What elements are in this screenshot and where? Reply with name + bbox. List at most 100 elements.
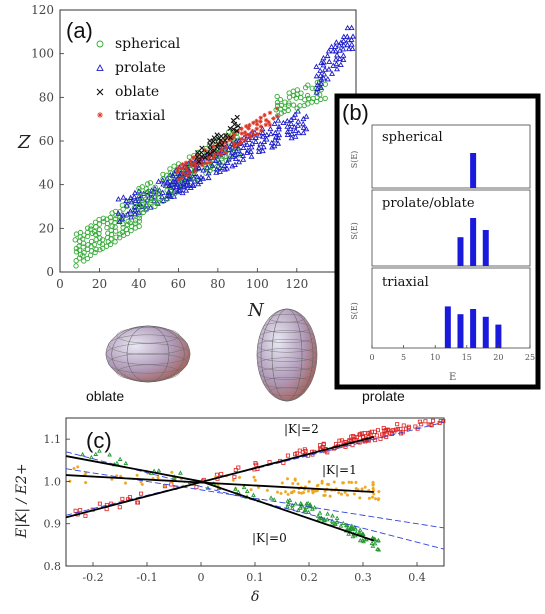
panel-a-point-triaxial — [203, 161, 209, 166]
panel-a-point-prolate — [313, 72, 320, 79]
panel-a-point-prolate — [268, 139, 275, 146]
panel-a-point-prolate — [263, 136, 270, 142]
panel-c-point — [334, 515, 340, 520]
panel-a-point-prolate — [261, 138, 268, 145]
panel-a-point-prolate — [340, 33, 347, 39]
panel-a-point-triaxial — [263, 117, 269, 123]
panel-a-point-prolate — [272, 129, 279, 135]
panel-c-point — [293, 501, 299, 506]
panel-c-point — [351, 437, 356, 442]
panel-c-point — [97, 501, 102, 506]
panel-a-point-prolate — [221, 166, 228, 172]
oblate-parallel — [105, 343, 191, 365]
panel-c-point — [354, 486, 358, 491]
panel-a-point-spherical — [171, 163, 177, 169]
panel-a-point-spherical — [107, 214, 114, 221]
panel-a-point-spherical — [109, 223, 115, 229]
panel-a-point-spherical — [274, 93, 280, 100]
panel-a-xtick-label: 120 — [285, 277, 308, 291]
panel-a-point-prolate — [288, 120, 295, 126]
panel-a-point-spherical — [191, 169, 198, 175]
panel-a-point-prolate — [135, 209, 142, 215]
panel-a-point-prolate — [212, 157, 219, 163]
panel-c-point — [348, 524, 354, 530]
panel-a-point-prolate — [317, 72, 324, 78]
panel-a-point-triaxial — [238, 140, 244, 145]
panel-c-point — [347, 526, 353, 532]
panel-a-point-spherical — [231, 131, 237, 137]
panel-c-frame — [65, 417, 445, 567]
oblate-parallel — [108, 334, 188, 355]
panel-a-point-triaxial — [267, 110, 273, 116]
panel-c-point — [83, 513, 88, 518]
panel-c-point — [120, 496, 125, 501]
panel-b-subplots: S(E) S(E) S(E) 0 5 10 15 20 25 — [350, 124, 535, 362]
panel-a-point-prolate — [295, 129, 302, 136]
panel-c-xtick-label: -0.2 — [82, 571, 103, 584]
panel-a-point-triaxial — [251, 132, 257, 138]
panel-a-point-prolate — [180, 180, 187, 186]
panel-c-xtick-label: 0.4 — [408, 571, 426, 584]
panel-a-point-triaxial — [258, 124, 264, 129]
legend-marker-triaxial — [97, 112, 103, 118]
panel-a-point-prolate — [165, 189, 172, 195]
panel-a-point-spherical — [80, 244, 86, 250]
panel-a-point-triaxial — [227, 137, 233, 143]
panel-a-point-oblate — [232, 121, 238, 127]
panel-b-xtick-label: 0 — [369, 353, 374, 362]
panel-c-point — [290, 491, 294, 495]
panel-c-point — [300, 504, 306, 509]
panel-a-point-triaxial — [180, 162, 185, 167]
panel-a-point-spherical — [93, 231, 99, 238]
panel-c-point — [370, 543, 376, 548]
panel-a-point-prolate — [232, 155, 239, 162]
panel-b-bar — [470, 153, 477, 188]
panel-c-point — [297, 448, 302, 453]
panel-c-lines — [65, 421, 445, 550]
panel-a-point-prolate — [321, 71, 328, 77]
panel-a-point-spherical — [73, 258, 79, 264]
panel-c-point — [315, 488, 320, 493]
panel-a-point-spherical — [277, 97, 284, 103]
panel-c-point — [285, 477, 290, 481]
panel-a-point-prolate — [204, 164, 211, 170]
panel-c-point — [299, 491, 304, 495]
panel-a-point-prolate — [284, 128, 291, 134]
panel-c-point — [343, 522, 349, 528]
panel-c-point — [265, 488, 269, 492]
panel-a-point-prolate — [340, 46, 347, 52]
panel-c-point — [325, 482, 330, 486]
panel-c-point — [115, 474, 119, 478]
oblate-parallel — [116, 364, 180, 381]
panel-a-point-spherical — [278, 102, 284, 109]
panel-a-point-spherical — [143, 207, 149, 213]
panel-a-point-spherical — [160, 171, 166, 178]
oblate-label: oblate — [86, 388, 124, 404]
prolate-parallel — [257, 339, 317, 353]
panel-a-point-oblate — [207, 151, 213, 157]
panel-c-point — [301, 490, 306, 495]
panel-b-title-triaxial: triaxial — [382, 275, 429, 290]
panel-a-point-prolate — [334, 52, 340, 58]
panel-a-point-prolate — [237, 150, 244, 157]
panel-a-point-triaxial — [219, 139, 224, 145]
panel-a-point-spherical — [148, 197, 154, 203]
prolate-parallel — [262, 321, 312, 333]
panel-c-point — [107, 452, 112, 457]
panel-a-point-triaxial — [198, 159, 204, 165]
panel-c-point — [251, 492, 256, 497]
legend-marker-spherical — [96, 40, 104, 48]
panel-a-point-prolate — [292, 111, 298, 117]
panel-c-point — [371, 480, 375, 485]
prolate-label: prolate — [362, 388, 405, 404]
panel-a-point-prolate — [183, 187, 190, 193]
panel-a-point-prolate — [151, 185, 158, 191]
panel-a-point-spherical — [136, 215, 143, 221]
panel-c-point — [156, 476, 160, 480]
panel-a-point-spherical — [96, 227, 103, 233]
panel-c-point — [320, 481, 324, 485]
panel-a-point-prolate — [344, 24, 351, 31]
panel-c-point — [339, 492, 344, 496]
panel-a-point-prolate — [240, 139, 247, 146]
panel-c-point — [284, 504, 290, 509]
